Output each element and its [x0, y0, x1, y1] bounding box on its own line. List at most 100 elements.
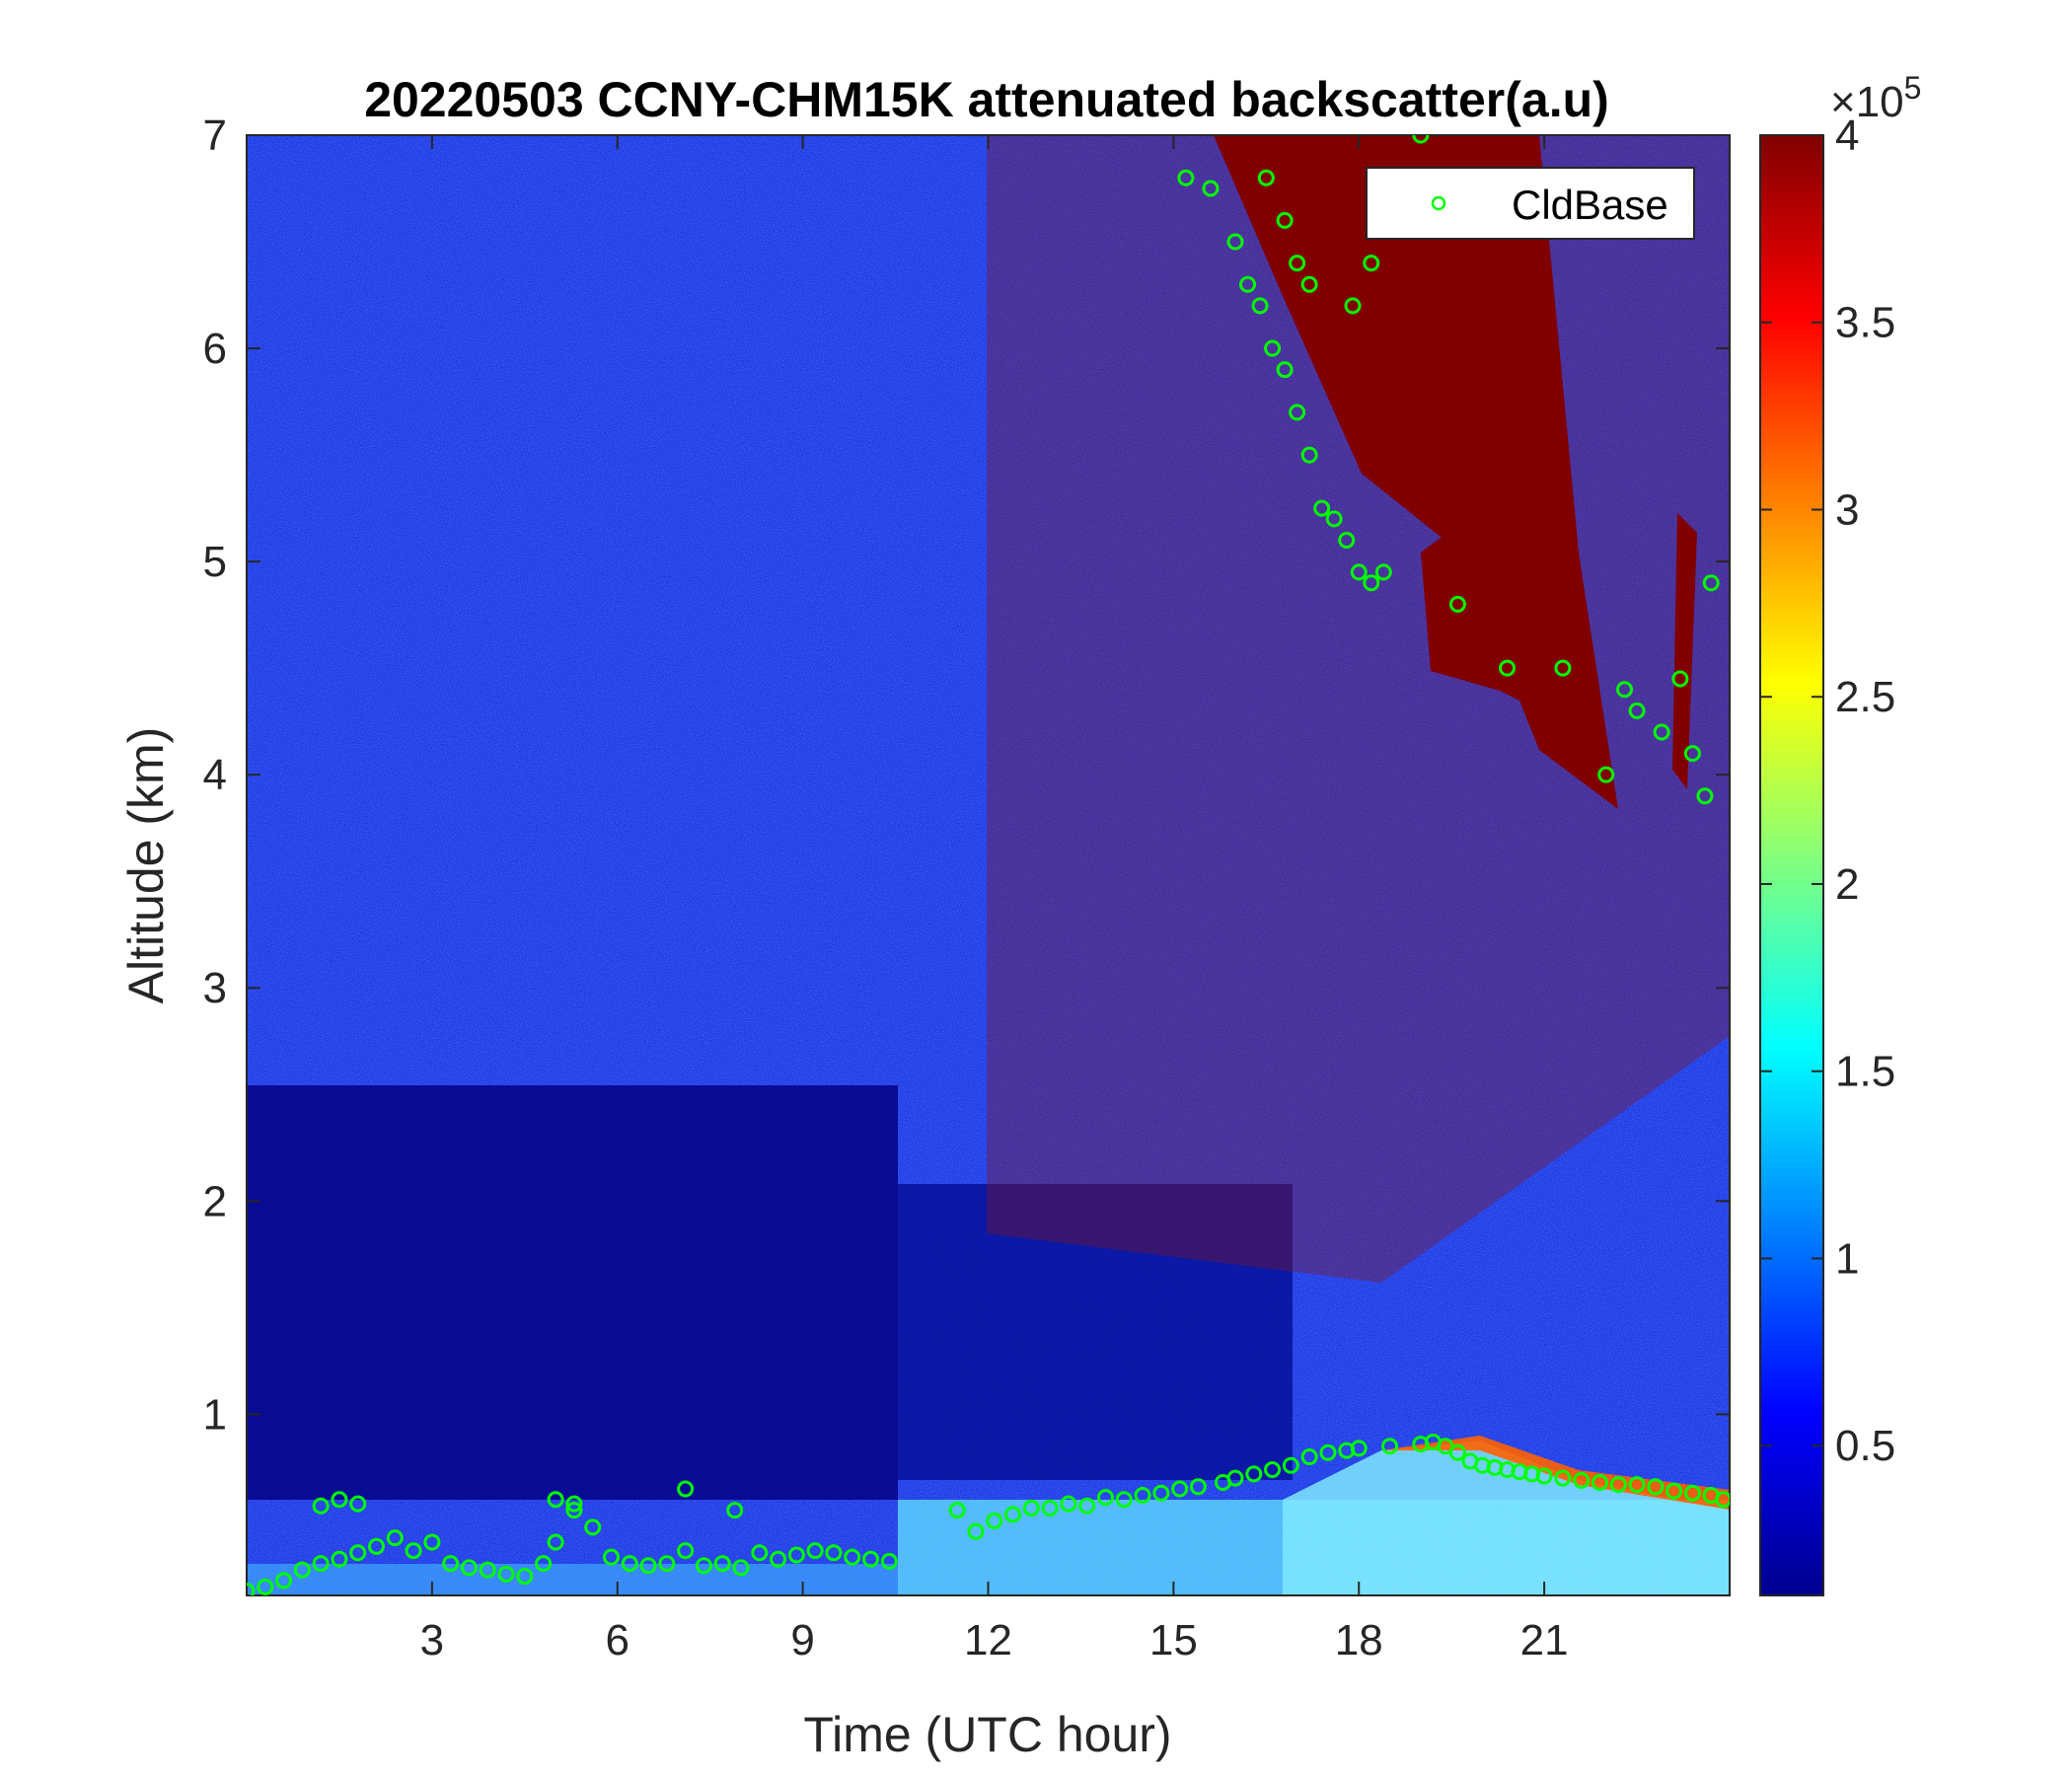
cldbase-series	[247, 135, 1730, 1595]
colorbar-tick-label: 1.5	[1835, 1048, 1895, 1096]
x-tick-label: 21	[1520, 1616, 1569, 1665]
cldbase-point	[547, 1491, 564, 1509]
colorbar-multiplier: ×105	[1830, 70, 1921, 126]
cldbase-point	[1653, 723, 1670, 741]
cldbase-point	[658, 1555, 676, 1573]
x-tick-label: 6	[606, 1616, 629, 1665]
cldbase-point	[547, 1533, 564, 1551]
cldbase-point	[1616, 681, 1634, 699]
cldbase-point	[986, 1512, 1003, 1529]
cldbase-point	[621, 1555, 638, 1573]
cldbase-point	[1665, 1482, 1683, 1500]
x-tick-label: 15	[1149, 1616, 1198, 1665]
cldbase-point	[312, 1497, 330, 1515]
cldbase-point	[1189, 1478, 1207, 1496]
colorbar-tick-label: 0.5	[1835, 1422, 1895, 1470]
cldbase-point	[1628, 702, 1646, 719]
cldbase-point	[1499, 659, 1517, 677]
cldbase-point	[1264, 339, 1282, 357]
cldbase-point	[535, 1555, 553, 1573]
cldbase-point	[293, 1561, 311, 1579]
cldbase-point	[1554, 1469, 1572, 1487]
cldbase-point	[1363, 255, 1380, 272]
cldbase-point	[1276, 211, 1294, 229]
cldbase-point	[1239, 275, 1257, 293]
cldbase-point	[1350, 563, 1368, 581]
cldbase-point	[1381, 1438, 1399, 1455]
cldbase-point	[497, 1565, 515, 1583]
legend: CldBase	[1366, 167, 1695, 240]
cldbase-point	[844, 1548, 861, 1566]
cldbase-point	[1289, 404, 1306, 421]
cldbase-point	[1597, 766, 1615, 783]
cldbase-point	[1226, 1469, 1244, 1487]
cldbase-point	[247, 1583, 256, 1595]
colorbar-tick-label: 3	[1835, 485, 1859, 534]
cldbase-point	[1338, 532, 1356, 550]
cldbase-point	[1671, 670, 1689, 688]
cldbase-point	[1437, 1438, 1454, 1455]
chart-title: 20220503 CCNY-CHM15K attenuated backscat…	[364, 72, 1609, 127]
cldbase-point	[1300, 1448, 1318, 1466]
cldbase-point	[331, 1550, 348, 1568]
y-tick-label: 1	[203, 1390, 227, 1439]
cldbase-point	[386, 1529, 404, 1547]
cldbase-point	[1041, 1499, 1059, 1517]
cldbase-point	[1350, 1440, 1368, 1457]
cldbase-point	[1289, 255, 1306, 272]
cldbase-point	[770, 1550, 787, 1568]
cldbase-point	[1715, 1491, 1730, 1509]
cldbase-point	[787, 1546, 805, 1564]
y-axis: 1 2 3 4 5 6 7	[203, 111, 1730, 1439]
cldbase-point	[751, 1544, 769, 1562]
cldbase-point	[967, 1522, 985, 1540]
cldbase-point	[1448, 595, 1466, 613]
cldbase-point	[1647, 1478, 1665, 1496]
cldbase-point	[1202, 180, 1220, 197]
cldbase-point	[423, 1533, 441, 1551]
cldbase-point	[1683, 1484, 1701, 1502]
cldbase-point	[1177, 169, 1195, 186]
cldbase-point	[257, 1578, 274, 1595]
cldbase-point	[1448, 1443, 1466, 1461]
cldbase-point	[677, 1542, 695, 1560]
legend-box	[1366, 167, 1695, 240]
cldbase-point	[880, 1552, 898, 1570]
x-tick-label: 12	[964, 1616, 1012, 1665]
cldbase-point	[1702, 574, 1720, 592]
y-tick-label: 3	[203, 964, 227, 1012]
cldbase-point	[1096, 1489, 1114, 1507]
cldbase-point	[1264, 1461, 1282, 1479]
cldbase-point	[349, 1495, 367, 1513]
y-tick-label: 5	[203, 538, 227, 586]
cldbase-point	[1060, 1495, 1077, 1513]
cldbase-point	[405, 1542, 422, 1560]
cldbase-point	[1257, 169, 1275, 186]
cldbase-point	[825, 1544, 843, 1562]
cldbase-point	[331, 1491, 348, 1509]
colorbar-tick-label: 4	[1835, 111, 1859, 160]
cldbase-point	[1134, 1486, 1151, 1504]
y-tick-label: 4	[203, 751, 227, 799]
legend-label-cldbase: CldBase	[1512, 182, 1668, 228]
cldbase-point	[1325, 510, 1343, 528]
y-tick-label: 2	[203, 1177, 227, 1225]
cldbase-point	[1696, 787, 1714, 805]
cldbase-point	[368, 1537, 386, 1555]
cldbase-point	[1609, 1476, 1627, 1494]
cldbase-point	[1171, 1480, 1189, 1498]
cldbase-point	[1251, 297, 1269, 315]
cldbase-point	[1313, 499, 1331, 517]
cldbase-point	[639, 1557, 657, 1575]
colorbar-tick-label: 2.5	[1835, 673, 1895, 721]
cldbase-point	[442, 1555, 460, 1573]
cldbase-point	[1226, 233, 1244, 251]
cldbase-point	[1628, 1476, 1646, 1494]
y-tick-label: 6	[203, 325, 227, 373]
cldbase-point	[1022, 1499, 1040, 1517]
cldbase-point	[275, 1572, 293, 1590]
cldbase-point	[1152, 1484, 1170, 1502]
cldbase-point	[1115, 1491, 1133, 1509]
colorbar: 0.5 1 1.5 2 2.5 3 3.5 4 ×105	[1759, 70, 1921, 1596]
